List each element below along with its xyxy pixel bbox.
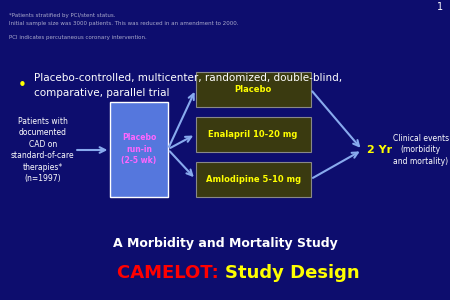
Text: Patients with
documented
CAD on
standard-of-care
therapies*
(n=1997): Patients with documented CAD on standard…	[11, 117, 75, 183]
Text: Placebo-controlled, multicenter, randomized, double-blind,
comparative, parallel: Placebo-controlled, multicenter, randomi…	[34, 74, 342, 98]
Text: Study Design: Study Design	[225, 264, 360, 282]
Text: 2 Yr: 2 Yr	[367, 145, 392, 155]
FancyBboxPatch shape	[196, 72, 310, 106]
Text: PCI indicates percutaneous coronary intervention.: PCI indicates percutaneous coronary inte…	[9, 35, 147, 40]
FancyBboxPatch shape	[196, 117, 310, 152]
Text: CAMELOT:: CAMELOT:	[117, 264, 225, 282]
Text: 1: 1	[437, 2, 443, 13]
Text: •: •	[18, 78, 27, 93]
FancyBboxPatch shape	[196, 162, 310, 196]
Text: Amlodipine 5-10 mg: Amlodipine 5-10 mg	[206, 175, 301, 184]
Text: Initial sample size was 3000 patients. This was reduced in an amendment to 2000.: Initial sample size was 3000 patients. T…	[9, 22, 238, 26]
Text: Clinical events
(morbidity
and mortality): Clinical events (morbidity and mortality…	[393, 134, 449, 166]
Text: Enalapril 10-20 mg: Enalapril 10-20 mg	[208, 130, 298, 139]
Text: *Patients stratified by PCI/stent status.: *Patients stratified by PCI/stent status…	[9, 13, 116, 17]
Text: A Morbidity and Mortality Study: A Morbidity and Mortality Study	[112, 236, 338, 250]
Text: Placebo: Placebo	[234, 85, 272, 94]
FancyBboxPatch shape	[110, 102, 168, 196]
Text: Placebo
run-in
(2-5 wk): Placebo run-in (2-5 wk)	[122, 133, 157, 165]
